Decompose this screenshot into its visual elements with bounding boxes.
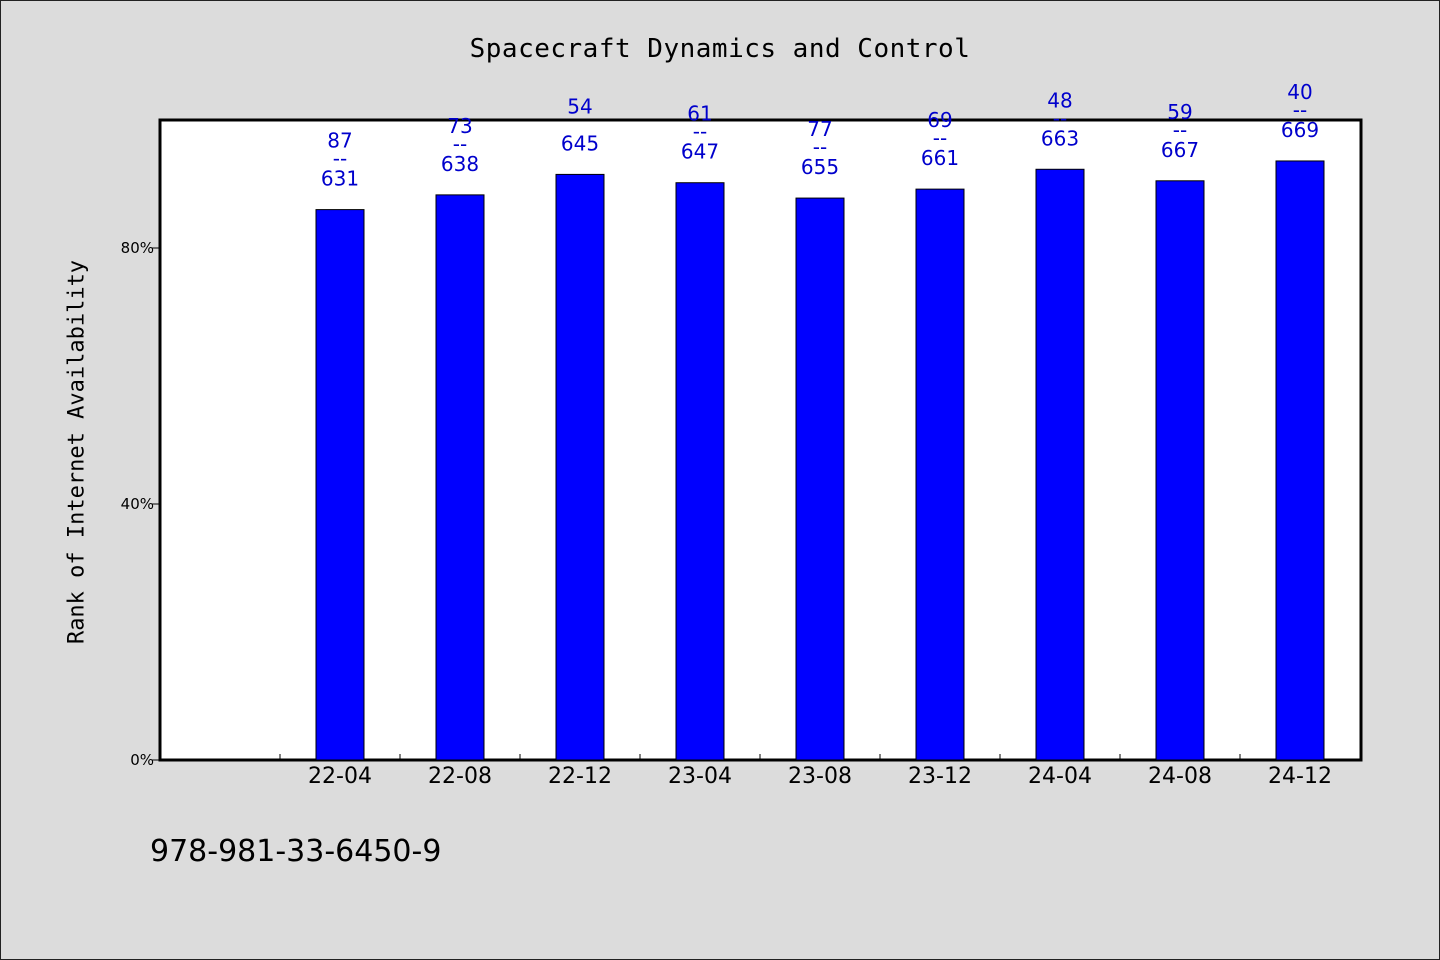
- x-tick-label: 24-04: [1028, 764, 1092, 789]
- data-label-separator: --: [693, 120, 707, 144]
- data-label-bottom: 663: [1041, 126, 1079, 150]
- bar-22-04: [315, 209, 365, 761]
- bar-24-04: [1035, 168, 1085, 761]
- y-tick-label: 0%: [130, 751, 154, 769]
- data-label-separator: --: [813, 135, 827, 159]
- data-label-separator: --: [453, 132, 467, 156]
- bar-24-08: [1155, 180, 1205, 761]
- data-label-bottom: 647: [681, 140, 719, 164]
- data-label-separator: --: [1293, 98, 1307, 122]
- chart-title: Spacecraft Dynamics and Control: [469, 34, 971, 64]
- data-label-top: 61: [687, 102, 712, 126]
- bar-24-12: [1275, 160, 1325, 761]
- x-tick-label: 22-12: [548, 764, 612, 789]
- data-label-top: 40: [1287, 80, 1312, 104]
- data-label-separator: --: [1173, 118, 1187, 142]
- x-tick-label: 23-04: [668, 764, 732, 789]
- y-tick-label: 40%: [121, 495, 154, 513]
- data-label-separator: --: [933, 126, 947, 150]
- data-label-top: 54: [567, 94, 592, 118]
- x-tick-label: 23-12: [908, 764, 972, 789]
- bar-22-12: [555, 173, 605, 761]
- y-tick-label: 80%: [121, 239, 154, 257]
- data-label-top: 87: [327, 129, 352, 153]
- bar-23-08: [795, 197, 845, 761]
- data-label-bottom: 655: [801, 155, 839, 179]
- data-label-bottom: 667: [1161, 138, 1199, 162]
- bar-23-12: [915, 188, 965, 761]
- x-tick-label: 22-04: [308, 764, 372, 789]
- data-label-bottom: 645: [561, 131, 599, 155]
- data-label-top: 69: [927, 108, 952, 132]
- isbn-label: 978-981-33-6450-9: [150, 834, 442, 869]
- data-label-top: 77: [807, 117, 832, 141]
- data-label-bottom: 638: [441, 152, 479, 176]
- data-label-top: 59: [1167, 100, 1192, 124]
- bar-23-04: [675, 182, 725, 761]
- x-tick-label: 24-12: [1268, 764, 1332, 789]
- data-label-bottom: 669: [1281, 118, 1319, 142]
- data-label-top: 73: [447, 114, 472, 138]
- x-tick-label: 23-08: [788, 764, 852, 789]
- data-label-bottom: 661: [921, 146, 959, 170]
- x-tick-label: 22-08: [428, 764, 492, 789]
- data-label-separator: --: [333, 147, 347, 171]
- data-label-separator: --: [1053, 106, 1067, 130]
- x-tick-label: 24-08: [1148, 764, 1212, 789]
- bar-22-08: [435, 194, 485, 761]
- data-label-top: 48: [1047, 88, 1072, 112]
- data-label-bottom: 631: [321, 167, 359, 191]
